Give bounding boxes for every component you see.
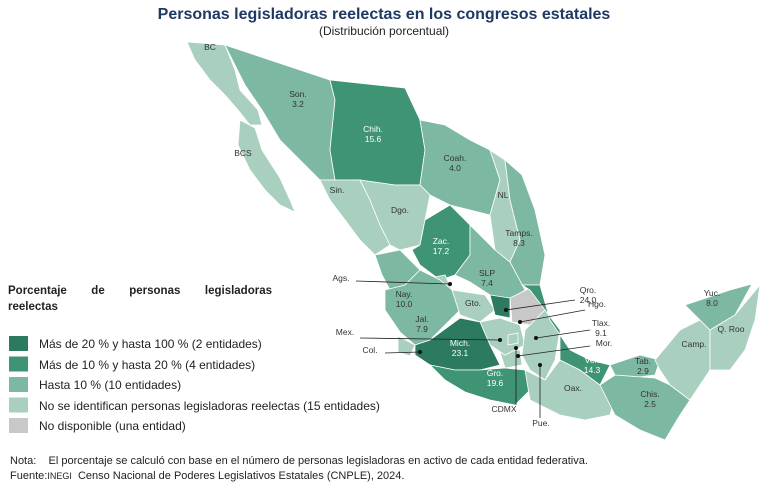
state-name: Son. [289, 89, 307, 99]
state-value: 10.0 [396, 299, 413, 309]
state-name: Q. Roo [718, 324, 745, 334]
state-value: 24.0 [580, 295, 597, 305]
legend-swatch [9, 336, 28, 351]
leader-dot [448, 282, 452, 286]
leader-line [505, 299, 576, 311]
state-name: NL [498, 190, 509, 200]
leader-dot [514, 346, 518, 350]
state [709, 283, 761, 371]
state-value: 7.4 [481, 278, 493, 288]
state-value: 2.5 [644, 399, 656, 409]
leader-dot [418, 350, 422, 354]
state-name: Qro. [580, 285, 597, 295]
state-name: Zac. [433, 236, 450, 246]
state-name: Sin. [330, 185, 345, 195]
state-name: Jal. [415, 314, 428, 324]
state-value: 8.3 [513, 238, 525, 248]
state-name: Hgo. [588, 299, 606, 309]
leader-dot [518, 320, 522, 324]
state-value: 15.6 [365, 134, 382, 144]
state-value: 7.9 [416, 324, 428, 334]
state-value: 3.2 [292, 99, 304, 109]
state-name: Tab. [635, 356, 651, 366]
leader-line [517, 345, 591, 357]
leader-dot [504, 308, 508, 312]
state [414, 317, 501, 371]
source-label: Fuente: [10, 470, 48, 482]
subtitle: (Distribución porcentual) [318, 24, 450, 38]
state-name: Gro. [487, 368, 504, 378]
leader-dot [516, 354, 520, 358]
state-name: Tamps. [505, 228, 532, 238]
legend-swatch [9, 377, 28, 392]
legend-label: Más de 10 % y hasta 20 % (4 entidades) [39, 357, 256, 372]
state [411, 204, 471, 281]
state-name: Camp. [681, 339, 706, 349]
state-value: 9.1 [595, 328, 607, 338]
source: Fuente:INEGI Censo Nacional de Poderes L… [10, 470, 404, 482]
state-name: Ags. [332, 273, 349, 283]
state-value: 19.6 [487, 378, 504, 388]
state-name: BCS [234, 148, 252, 158]
state-name: Ver. [585, 355, 600, 365]
state-name: Chis. [640, 389, 659, 399]
state [489, 294, 511, 319]
source-org: INEGI [47, 471, 72, 481]
state [384, 269, 461, 346]
legend-label: No se identifican personas legisladoras … [39, 398, 380, 413]
state-name: Pue. [532, 418, 550, 428]
state-name: Tlax. [592, 318, 610, 328]
state-value: 17.2 [433, 246, 450, 256]
legend-swatch [9, 397, 28, 413]
legend-label: No disponible (una entidad) [39, 419, 186, 433]
state [507, 332, 519, 346]
state-name: CDMX [491, 404, 516, 414]
state-value: 23.1 [452, 348, 469, 358]
leader-dot [534, 336, 538, 340]
state-name: Chih. [363, 124, 383, 134]
state [451, 289, 496, 323]
note-label: Nota: [10, 455, 37, 467]
leader-line [519, 309, 586, 323]
leader-line [355, 280, 451, 285]
state-name: Mich. [450, 338, 470, 348]
leader-dot [538, 363, 542, 367]
state-value: 4.0 [449, 163, 461, 173]
state [419, 119, 501, 216]
state [599, 374, 691, 441]
legend-title: Porcentaje de personas legisladoras reel… [8, 285, 272, 313]
leader-dot [498, 338, 502, 342]
source-text: Censo Nacional de Poderes Legislativos E… [77, 470, 405, 482]
leader-line [359, 337, 501, 341]
state [237, 119, 296, 213]
state-name: Yuc. [704, 288, 721, 298]
state-name: Oax. [564, 383, 582, 393]
leader-line [535, 329, 591, 339]
legend-label: Más de 20 % y hasta 100 % (2 entidades) [39, 337, 262, 351]
state-value: 2.9 [637, 366, 649, 376]
state-value: 8.0 [706, 298, 718, 308]
state-name: Mor. [596, 338, 613, 348]
state-name: Gto. [465, 298, 481, 308]
state-name: Mex. [336, 327, 354, 337]
note: Nota: El porcentaje se calculó con base … [10, 455, 588, 467]
state [186, 41, 263, 126]
state [397, 335, 416, 357]
state-name: BC [204, 42, 216, 52]
note-text: El porcentaje se calculó con base en el … [48, 455, 588, 467]
title: Personas legisladoras reelectas en los c… [157, 6, 611, 23]
leader-line [384, 351, 421, 354]
state-name: Col. [362, 345, 377, 355]
state-name: Coah. [444, 153, 467, 163]
state-name: Dgo. [391, 205, 409, 215]
state-value: 14.3 [584, 365, 601, 375]
legend-swatch [9, 356, 28, 372]
state-name: SLP [479, 268, 495, 278]
legend-swatch [9, 418, 28, 433]
state-name: Nay. [396, 289, 413, 299]
state [428, 364, 531, 406]
legend-label: Hasta 10 % (10 entidades) [39, 378, 182, 392]
